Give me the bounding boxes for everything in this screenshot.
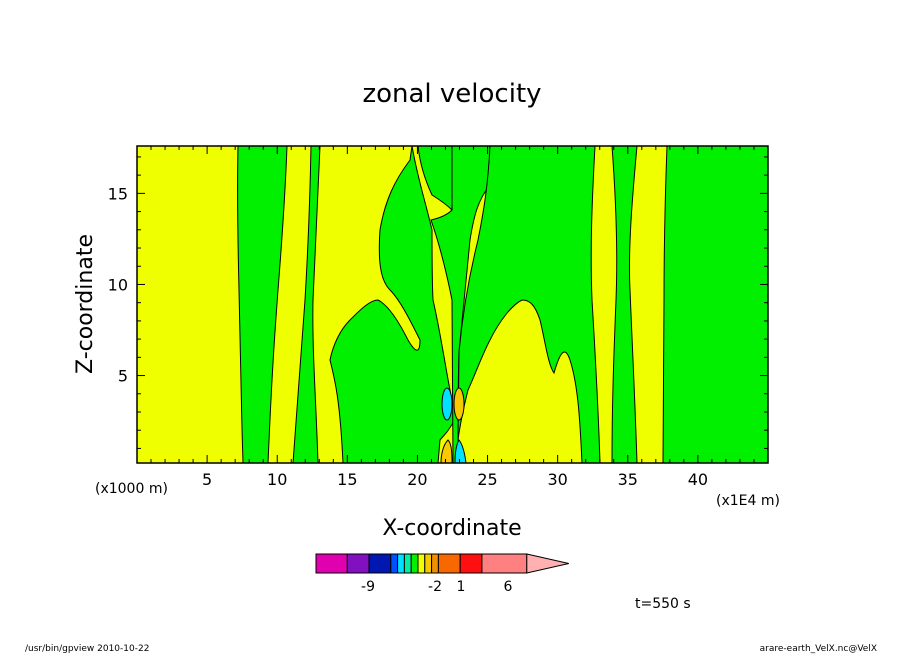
colorbar-extend-triangle: [526, 553, 569, 574]
colorbar-segment: [431, 553, 439, 574]
colorbar-segment: [397, 553, 405, 574]
y-tick-label: 10: [108, 275, 128, 294]
cyan-cell-lower-right: [454, 439, 467, 463]
colorbar-segment: [390, 553, 399, 574]
footer-file-variable: arare-earth_VelX.nc@VelX: [760, 644, 877, 654]
y-tick-label: 5: [118, 367, 128, 386]
green-band-left-inner: [311, 146, 456, 463]
colorbar-segment: [315, 553, 348, 574]
x-tick-label: 15: [337, 470, 357, 489]
time-stamp: t=550 s: [635, 596, 691, 612]
colorbar-segment: [410, 553, 419, 574]
x-tick-label: 10: [267, 470, 287, 489]
green-center-upper-left: [412, 146, 453, 212]
x-tick-label: 30: [547, 470, 567, 489]
chart-title: zonal velocity: [362, 79, 541, 109]
colorbar-label: 6: [504, 579, 513, 595]
x-axis-label: X-coordinate: [382, 516, 521, 541]
y-tick-label: 15: [108, 184, 128, 203]
x-tick-label: 40: [688, 470, 708, 489]
colorbar-segment: [481, 553, 528, 574]
colorbar-label: -9: [361, 579, 375, 595]
orange-cell-upper-right: [453, 387, 465, 421]
colorbar-segment: [346, 553, 370, 574]
x-tick-label: 25: [477, 470, 497, 489]
orange-cell-lower-left: [440, 439, 453, 463]
colorbar-label: 1: [457, 579, 466, 595]
x-scale-label: (x1E4 m): [716, 493, 780, 509]
green-band-center-right: [457, 146, 601, 463]
colorbar-segment: [437, 553, 461, 574]
plot-frame: [136, 145, 769, 464]
y-scale-label: (x1000 m): [95, 481, 168, 497]
green-band-left-outer: [237, 146, 288, 463]
colorbar-tick-labels: -9 -2 1 6: [361, 579, 513, 595]
colorbar-segment: [424, 553, 433, 574]
x-tick-label: 5: [202, 470, 212, 489]
axis-ticks: 5 10 15 20 25 30 35 40 5 10 15: [108, 146, 768, 489]
green-band-right-outer: [662, 146, 768, 463]
colorbar-segment: [459, 553, 483, 574]
colorbar-label: -2: [428, 579, 442, 595]
colorbar: [315, 553, 569, 574]
y-axis-label: Z-coordinate: [73, 234, 98, 374]
colorbar-segment: [417, 553, 426, 574]
green-mountain-left: [292, 146, 321, 463]
footer-program-date: /usr/bin/gpview 2010-10-22: [25, 644, 149, 654]
colorbar-segment: [403, 553, 412, 574]
contour-field: [137, 146, 768, 463]
colorbar-segment: [368, 553, 392, 574]
x-tick-label: 35: [618, 470, 638, 489]
cyan-cell-upper-left: [441, 387, 453, 421]
x-tick-label: 20: [407, 470, 427, 489]
